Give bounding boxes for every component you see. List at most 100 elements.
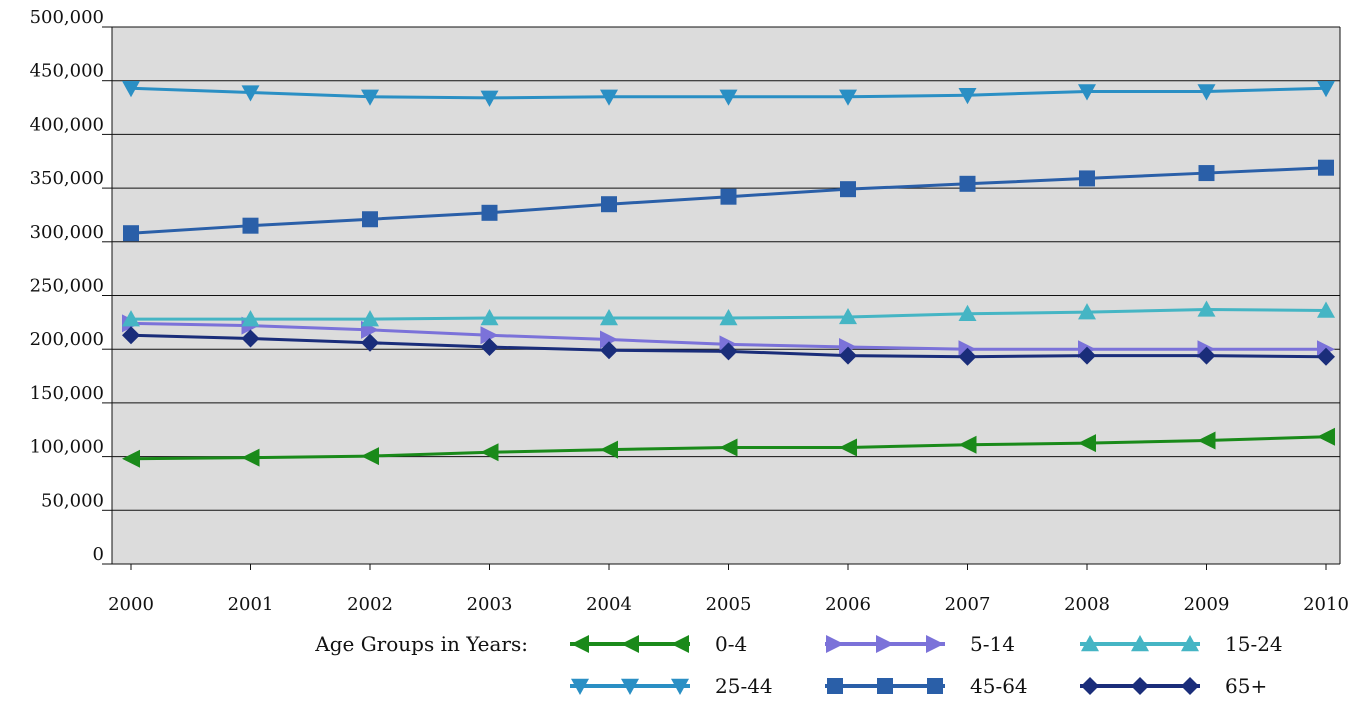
data-point [1078,346,1096,365]
data-point [601,196,617,213]
legend-marker [926,635,944,653]
data-point [719,89,738,106]
legend-marker [671,678,689,695]
legend-marker [1181,635,1199,652]
legend-item: 5-14 [825,632,1015,656]
series-group [122,81,1335,468]
data-point [481,204,498,221]
data-point [241,329,260,348]
y-tick-label: 400,000 [30,114,104,135]
data-point [241,310,260,327]
y-tick-label: 200,000 [30,329,104,350]
data-point [1317,347,1335,366]
data-point [1197,300,1216,317]
data-point [123,225,139,242]
data-point [1317,301,1335,318]
y-tick-label: 450,000 [30,61,104,82]
x-tick-label: 2007 [945,594,991,615]
y-tick-label: 150,000 [30,383,104,404]
legend-label: 45-64 [970,674,1028,698]
legend-label: 0-4 [715,632,747,656]
legend-marker [927,678,943,694]
data-point [1317,81,1335,98]
x-tick-label: 2002 [347,594,393,615]
data-point [480,326,499,345]
data-point [839,438,857,457]
data-point [361,89,379,106]
x-tick-label: 2001 [228,594,274,615]
data-point [1078,84,1096,101]
data-point [600,440,618,459]
data-point [958,87,977,105]
data-point [1198,165,1215,182]
legend-marker [877,678,893,694]
data-point [480,443,499,462]
x-axis-ticks: 2000 2001 2002 2003 2004 2005 2006 2007 2008 2009… [108,564,1349,615]
data-point [122,326,140,345]
data-point [1078,434,1096,453]
legend-item: 45-64 [825,674,1028,698]
legend-marker [671,635,689,653]
legend-marker [621,678,639,695]
legend-item: 0-4 [570,632,747,656]
data-point [241,448,260,467]
y-tick-label: 0 [93,544,104,565]
series-45-64 [123,159,1334,242]
legend-item: 15-24 [1080,632,1283,656]
data-point [241,85,260,102]
data-point [600,341,618,360]
y-tick-label: 350,000 [30,168,104,189]
series-65+ [122,326,1335,366]
x-tick-label: 2010 [1303,594,1349,615]
data-point [1317,427,1335,446]
data-point [480,309,499,326]
data-point [122,81,140,98]
legend-label: 5-14 [970,632,1015,656]
legend-marker [826,635,844,653]
legend-marker [571,635,589,653]
legend-label: 25-44 [715,674,773,698]
legend-label: 65+ [1225,674,1267,698]
x-tick-label: 2003 [467,594,513,615]
y-tick-label: 300,000 [30,222,104,243]
legend-label: 15-24 [1225,632,1283,656]
data-point [362,211,378,228]
legend-title: Age Groups in Years: [314,632,528,656]
legend-item: 65+ [1080,674,1267,698]
legend-marker [1131,677,1149,695]
data-point [600,89,618,106]
data-point [480,90,499,107]
data-point [361,333,379,352]
x-tick-label: 2008 [1064,594,1110,615]
data-point [122,449,140,468]
legend-marker [1081,677,1099,695]
data-point [1197,346,1216,365]
data-point [719,342,738,361]
data-point [1197,431,1216,450]
data-point [361,310,379,327]
legend-item: 25-44 [570,674,773,698]
data-point [840,181,856,198]
legend-marker [876,635,894,653]
legend-marker [827,678,843,694]
series-25-44 [122,81,1335,107]
data-point [839,307,857,325]
y-tick-label: 250,000 [30,276,104,297]
data-point [242,217,259,234]
data-point [958,304,977,321]
data-point [839,89,857,106]
x-tick-label: 2009 [1184,594,1230,615]
data-point [959,175,976,192]
legend-marker [1081,635,1099,652]
y-tick-label: 500,000 [30,7,104,28]
data-point [719,438,738,457]
data-point [720,188,737,205]
data-point [1079,170,1095,187]
y-axis-ticks: 0 50,000 100,000 150,000 200,000 250,000 300,0… [30,7,112,565]
legend-marker [1131,635,1149,652]
x-tick-label: 2004 [586,594,632,615]
data-point [1197,84,1216,101]
data-point [719,309,738,326]
data-point [958,435,977,454]
